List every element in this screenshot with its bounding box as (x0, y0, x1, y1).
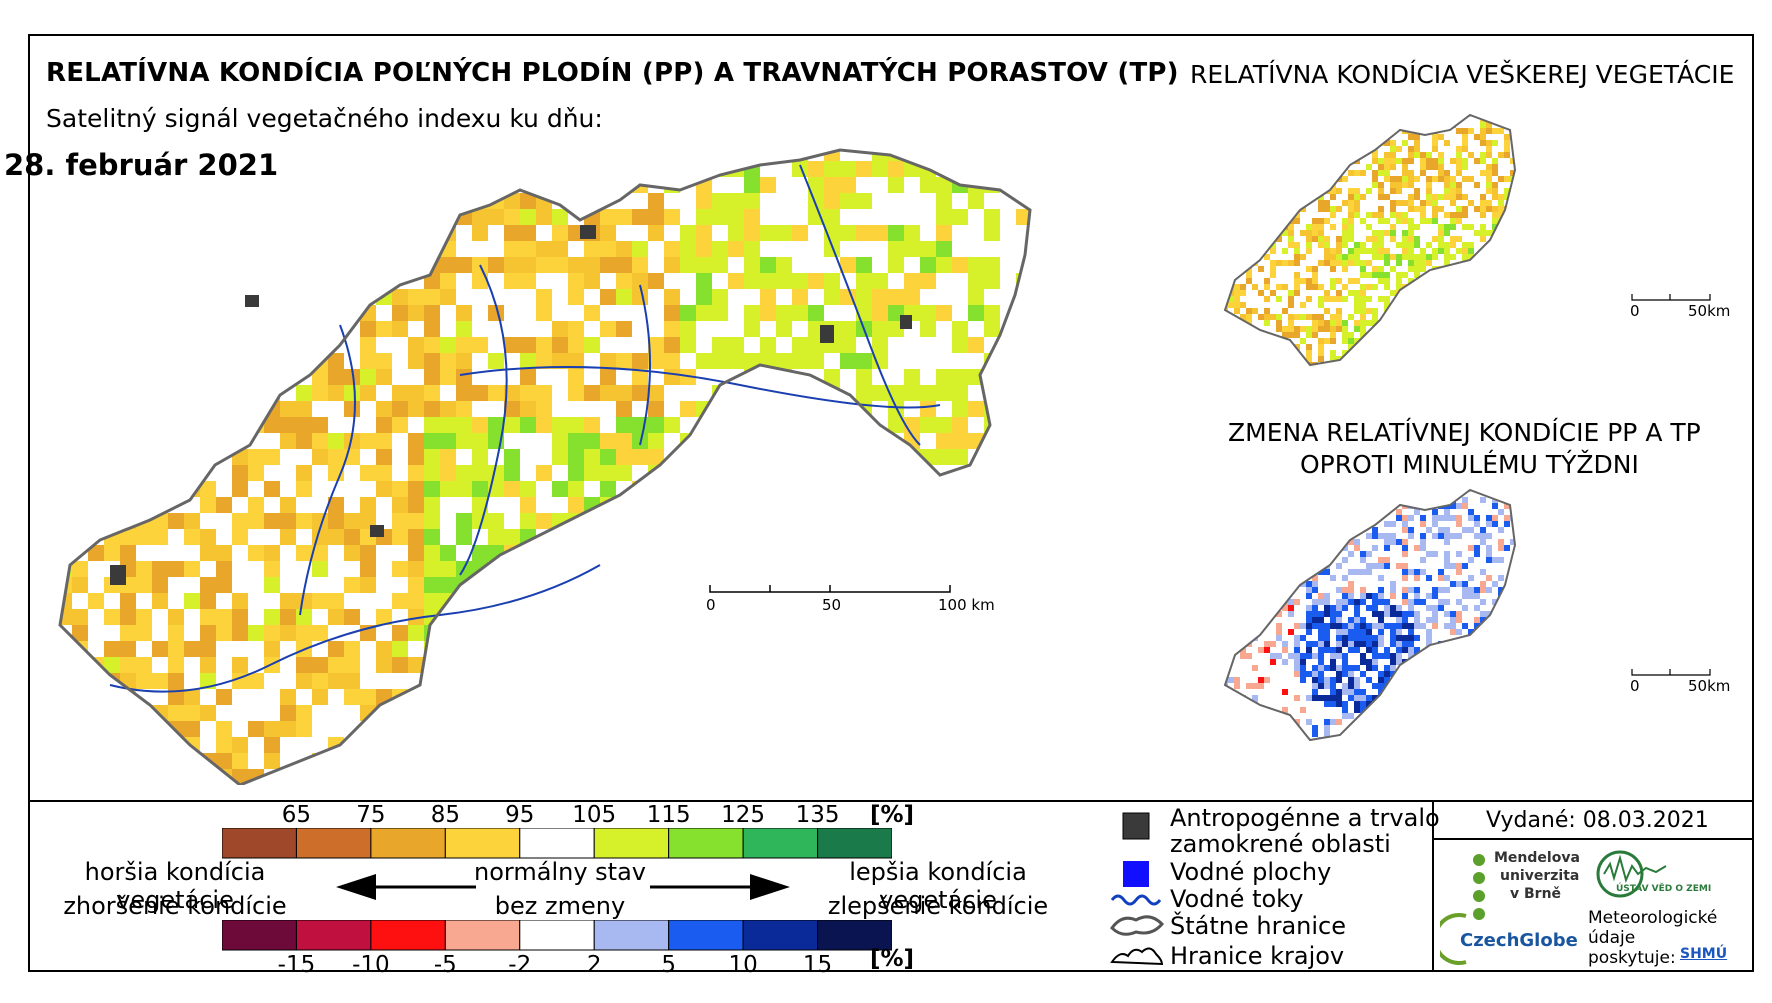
meteo-line3: poskytuje: (1588, 948, 1676, 968)
changeBar-swatch (444, 920, 521, 951)
main-map (58, 148, 1032, 785)
changeBar-swatch (295, 920, 372, 951)
condTicks-label: 95 (505, 802, 535, 828)
changeBar-swatch (370, 920, 446, 951)
worse-label: horšia kondícia vegetácie (84, 858, 266, 914)
normal-label-2: bez zmeny (494, 892, 626, 920)
condTicks-label: 135 (795, 802, 840, 828)
stream-symbol (1110, 894, 1162, 906)
change-colorbar (222, 920, 892, 951)
changeTicks-label: 2 (586, 952, 602, 978)
vegetation-map (1224, 114, 1516, 366)
changeBar-swatch (668, 920, 744, 951)
condBar-swatch (593, 828, 670, 859)
change-scalebar: 0 50km (1630, 669, 1730, 695)
condBar-swatch (742, 828, 819, 859)
anthropogenic-symbol (1122, 812, 1150, 840)
anthropogenic-label: Antropogénne a trvalo (1170, 804, 1440, 832)
worse-label-2: zhoršenie kondície (63, 892, 287, 920)
legend-band (28, 800, 1754, 972)
condition-unit: [%] (870, 802, 915, 828)
condBar-swatch (444, 828, 521, 859)
changeBar-swatch (519, 920, 595, 951)
condTicks-label: 65 (281, 802, 312, 828)
shmu-logo: SHMÚ (1680, 946, 1728, 962)
changeBar-swatch (222, 920, 297, 951)
vegetation-scalebar: 0 50km (1630, 294, 1730, 320)
credits-box (1432, 800, 1754, 972)
condBar-swatch (222, 828, 297, 859)
right-bottom-title-line2: OPROTI MINULÉMU TÝŽDNI (1300, 450, 1639, 479)
main-scale-0: 0 (706, 596, 716, 614)
main-scale-100: 100 km (938, 596, 995, 614)
changeBar-swatch (742, 920, 819, 951)
better-label-2: zlepšenie kondície (827, 892, 1049, 920)
water-symbol (1123, 861, 1149, 887)
normal-label: normálny stav (474, 858, 646, 886)
condBar-swatch (817, 828, 892, 859)
change-scale-0: 0 (1630, 677, 1640, 695)
mendel-logo (1473, 854, 1485, 920)
mendel-line3: v Brně (1510, 886, 1562, 902)
change-scale-50: 50km (1688, 677, 1730, 695)
subtitle: Satelitný signál vegetačného indexu ku d… (46, 104, 603, 133)
czechglobe-logo (1440, 913, 1467, 965)
map-frame (28, 34, 1754, 972)
condBar-swatch (295, 828, 372, 859)
state-border-symbol (1110, 915, 1165, 936)
changeTicks-label: -2 (508, 952, 532, 978)
ustav-logo (1596, 850, 1667, 898)
condition-colorbar (222, 828, 892, 859)
changeTicks-label: -5 (433, 952, 457, 978)
change-unit: [%] (870, 946, 915, 972)
anthropogenic-label-2: zamokrené oblasti (1170, 830, 1391, 858)
right-top-title: RELATÍVNA KONDÍCIA VEŠKEREJ VEGETÁCIE (1190, 60, 1735, 89)
vegetation-scale-0: 0 (1630, 302, 1640, 320)
stream-label: Vodné toky (1170, 885, 1304, 913)
water-label: Vodné plochy (1170, 858, 1332, 886)
condTicks-label: 105 (572, 802, 617, 828)
change-map (1224, 489, 1516, 741)
changeBar-swatch (593, 920, 670, 951)
condTicks-label: 115 (646, 802, 691, 828)
mendel-line2: univerzita (1500, 868, 1580, 884)
credits-divider (1432, 838, 1754, 840)
condTicks-label: 85 (430, 802, 460, 828)
condBar-swatch (370, 828, 446, 859)
main-scale-50: 50 (822, 596, 841, 614)
meteo-line2: údaje (1588, 928, 1636, 948)
changeTicks-label: 10 (728, 952, 758, 978)
changeTicks-label: 15 (802, 952, 833, 978)
changeTicks-label: 5 (661, 952, 676, 978)
state-border-label: Štátne hranice (1170, 912, 1346, 940)
condBar-swatch (519, 828, 595, 859)
condBar-swatch (668, 828, 744, 859)
vegetation-scale-50: 50km (1688, 302, 1730, 320)
changeTicks-label: -15 (277, 952, 316, 978)
better-label: lepšia kondícia vegetácie (849, 858, 1027, 914)
date-label: 28. február 2021 (4, 148, 279, 182)
mendel-line1: Mendelova (1494, 850, 1580, 866)
ustav-label: ÚSTAV VĚD O ZEMI (1616, 884, 1712, 894)
condTicks-label: 75 (356, 802, 386, 828)
meteo-line1: Meteorologické (1588, 908, 1718, 928)
region-border-symbol (1110, 947, 1164, 966)
worse-arrow (336, 874, 476, 900)
right-bottom-title-line1: ZMENA RELATÍVNEJ KONDÍCIE PP A TP (1228, 418, 1701, 447)
czechglobe-label: CzechGlobe (1460, 930, 1578, 951)
condTicks-label: 125 (721, 802, 766, 828)
main-title: RELATÍVNA KONDÍCIA POĽNÝCH PLODÍN (PP) A… (46, 58, 1179, 88)
issued-date: Vydané: 08.03.2021 (1486, 808, 1709, 833)
changeTicks-label: -10 (352, 952, 390, 978)
main-scalebar: 0 50 100 km (706, 585, 995, 614)
better-arrow (650, 874, 790, 900)
region-border-label: Hranice krajov (1170, 942, 1345, 970)
